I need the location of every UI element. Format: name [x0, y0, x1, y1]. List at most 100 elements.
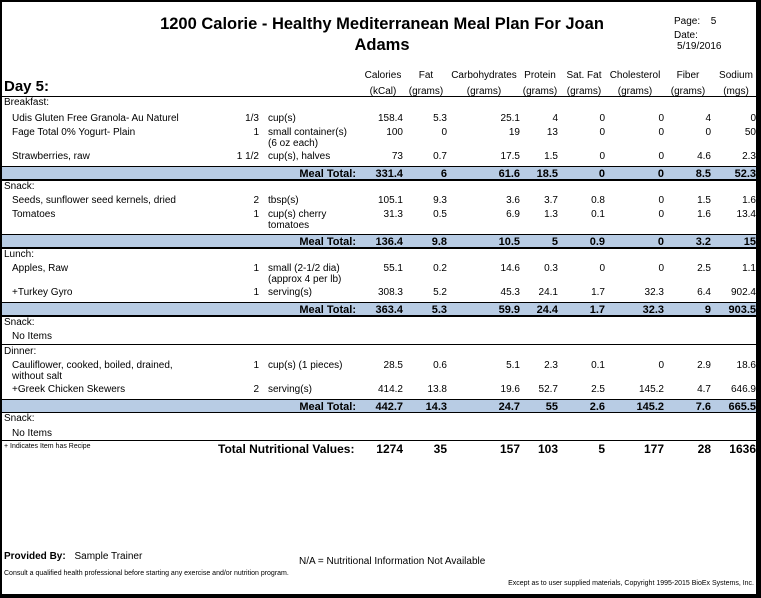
meal-total-label: Meal Total: — [299, 168, 356, 180]
food-unit: serving(s) — [268, 384, 312, 395]
provided-label: Provided By: — [4, 551, 66, 562]
grand-total-value: 103 — [537, 442, 558, 456]
meal-total-value: 55 — [545, 401, 558, 413]
column-header-unit: (grams) — [670, 86, 706, 97]
page-label: Page: — [674, 16, 701, 27]
food-row: Fage Total 0% Yogurt- Plain 1 small contai… — [2, 127, 756, 151]
section-divider — [2, 248, 756, 249]
nutrient-value: 0 — [658, 127, 664, 138]
grand-total-value: 28 — [697, 442, 711, 456]
nutrient-value: 105.1 — [377, 195, 403, 206]
column-header: Fiber (grams) — [648, 69, 728, 98]
nutrient-value: 14.6 — [500, 263, 520, 274]
nutrient-value: 5.1 — [506, 360, 520, 371]
meal-total-value: 0.9 — [589, 236, 605, 248]
meal-total-label: Meal Total: — [299, 401, 356, 413]
food-name: Udis Gluten Free Granola- Au Naturel — [12, 113, 179, 124]
section-divider — [2, 412, 756, 413]
food-name: Seeds, sunflower seed kernels, dried — [12, 195, 176, 206]
food-quantity: 2 — [253, 384, 259, 395]
nutrient-value: 32.3 — [644, 287, 664, 298]
meal-total-value: 331.4 — [375, 168, 403, 180]
nutrient-value: 45.3 — [500, 287, 520, 298]
section-divider — [2, 180, 756, 181]
column-header-unit: (grams) — [617, 86, 653, 97]
nutrient-value: 308.3 — [377, 287, 403, 298]
food-quantity: 1 — [253, 263, 259, 274]
nutrient-value: 145.2 — [638, 384, 664, 395]
section-divider — [2, 96, 756, 97]
food-name: Fage Total 0% Yogurt- Plain — [12, 127, 136, 138]
grand-total-value: 1636 — [729, 442, 756, 456]
meal-total-value: 442.7 — [375, 401, 403, 413]
na-note: N/A = Nutritional Information Not Availa… — [299, 556, 486, 567]
food-quantity: 1 1/2 — [236, 151, 259, 162]
provided-by: Provided By: Sample Trainer — [4, 551, 142, 562]
section-divider — [2, 316, 756, 317]
nutrient-value: 0.6 — [433, 360, 447, 371]
grand-total-value: 1274 — [376, 442, 403, 456]
meal-total-value: 15 — [743, 236, 756, 248]
nutrient-value: 0.2 — [433, 263, 447, 274]
nutrient-value: 17.5 — [500, 151, 520, 162]
nutrient-value: 0.1 — [591, 209, 605, 220]
nutrient-value: 5.3 — [433, 113, 447, 124]
column-header-name: Carbohydrates — [451, 70, 517, 81]
meal-total-value: 363.4 — [375, 304, 403, 316]
grand-total-value: 177 — [643, 442, 664, 456]
meal-total-value: 2.6 — [589, 401, 605, 413]
section-divider — [2, 344, 756, 345]
nutrient-value: 0.3 — [544, 263, 558, 274]
meal-total-row: Meal Total: 363.4 5.3 59.9 24.4 1.7 32.3 9 903.5 — [2, 302, 756, 316]
food-name: +Greek Chicken Skewers — [12, 384, 126, 395]
page-number: Page: 5 — [674, 16, 716, 27]
food-quantity: 1 — [253, 127, 259, 138]
column-header-name: Sodium — [719, 70, 753, 81]
nutrient-value: 13 — [546, 127, 558, 138]
food-name-cont: without salt — [12, 371, 63, 382]
meal-total-row: Meal Total: 136.4 9.8 10.5 5 0.9 0 3.2 15 — [2, 234, 756, 248]
column-header-unit: (grams) — [408, 86, 444, 97]
nutrient-value: 52.7 — [538, 384, 558, 395]
food-unit: small container(s) — [268, 127, 347, 138]
food-unit: tbsp(s) — [268, 195, 299, 206]
food-unit: cup(s) (1 pieces) — [268, 360, 343, 371]
food-name: Tomatoes — [12, 209, 56, 220]
nutrient-value: 25.1 — [500, 113, 520, 124]
report-date: Date: 5/19/2016 — [674, 30, 756, 52]
nutrient-value: 0 — [658, 113, 664, 124]
nutrient-value: 646.9 — [730, 384, 756, 395]
nutrient-value: 1.6 — [742, 195, 756, 206]
food-row: Seeds, sunflower seed kernels, dried 2 tbs… — [2, 195, 756, 219]
nutrient-value: 158.4 — [377, 113, 403, 124]
meal-total-value: 24.7 — [498, 401, 520, 413]
column-header: Fat (grams) — [386, 69, 466, 98]
food-quantity: 2 — [253, 195, 259, 206]
food-unit: serving(s) — [268, 287, 312, 298]
food-unit-cont: tomatoes — [268, 220, 310, 231]
nutrient-value: 1.7 — [591, 287, 605, 298]
meal-total-value: 61.6 — [498, 168, 520, 180]
nutrient-value: 2.5 — [697, 263, 711, 274]
nutrient-value: 1.6 — [697, 209, 711, 220]
food-quantity: 1 — [253, 360, 259, 371]
food-name: +Turkey Gyro — [12, 287, 73, 298]
nutrient-value: 1.1 — [742, 263, 756, 274]
meal-total-value: 8.5 — [695, 168, 711, 180]
meal-total-value: 665.5 — [728, 401, 756, 413]
meal-heading: Snack: — [4, 317, 35, 328]
meal-heading: Breakfast: — [4, 97, 50, 108]
food-row: +Greek Chicken Skewers 2 serving(s) 414.2 13… — [2, 384, 756, 408]
date-label: Date: — [674, 30, 698, 41]
column-header-unit: (grams) — [566, 86, 602, 97]
meal-total-value: 14.3 — [425, 401, 447, 413]
nutrient-value: 2.3 — [544, 360, 558, 371]
nutrient-value: 73 — [391, 151, 403, 162]
meal-total-value: 5 — [551, 236, 558, 248]
nutrient-value: 0 — [599, 263, 605, 274]
no-items-text: No Items — [12, 331, 53, 342]
consult-note: Consult a qualified health professional … — [4, 570, 289, 577]
nutrient-value: 4 — [552, 113, 558, 124]
nutrient-value: 2.3 — [742, 151, 756, 162]
food-quantity: 1 — [253, 287, 259, 298]
